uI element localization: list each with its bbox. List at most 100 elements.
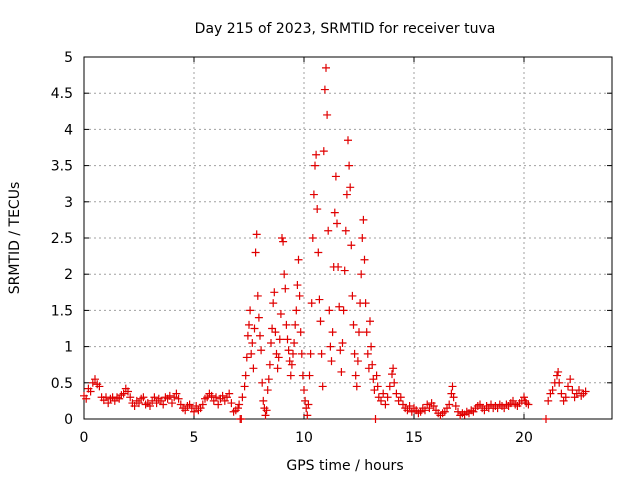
data-point-marker bbox=[355, 328, 363, 337]
data-point-marker bbox=[278, 234, 286, 242]
data-point-marker bbox=[301, 396, 310, 405]
data-point-marker bbox=[159, 400, 168, 409]
data-point-marker bbox=[385, 382, 394, 391]
data-point-marker bbox=[336, 346, 345, 355]
data-point-marker bbox=[369, 375, 378, 384]
data-point-marker bbox=[429, 401, 438, 410]
data-point-marker bbox=[257, 346, 266, 355]
data-point-marker bbox=[307, 299, 316, 308]
data-point-marker bbox=[366, 317, 374, 326]
data-point-marker bbox=[448, 382, 457, 391]
data-point-marker bbox=[328, 328, 337, 337]
data-point-marker bbox=[146, 401, 154, 410]
x-axis-label: GPS time / hours bbox=[286, 458, 403, 474]
y-axis-label: SRMTID / TECUs bbox=[7, 182, 23, 295]
data-point-marker bbox=[130, 401, 139, 410]
data-point-marker bbox=[546, 389, 555, 398]
data-point-marker bbox=[246, 306, 255, 315]
data-point-marker bbox=[345, 161, 354, 170]
data-point-marker bbox=[300, 386, 308, 395]
data-point-marker bbox=[353, 357, 362, 366]
data-point-marker bbox=[381, 400, 390, 409]
data-point-marker bbox=[253, 291, 262, 300]
data-point-marker bbox=[250, 324, 259, 333]
data-point-marker bbox=[150, 393, 159, 402]
grid bbox=[84, 57, 612, 419]
y-tick-label: 3 bbox=[64, 195, 73, 211]
y-tick-label: 2 bbox=[64, 267, 73, 283]
data-point-marker bbox=[82, 394, 91, 403]
data-point-marker bbox=[290, 338, 299, 347]
data-point-marker bbox=[287, 360, 296, 369]
data-point-marker bbox=[370, 386, 379, 395]
data-point-marker bbox=[243, 331, 252, 340]
data-point-marker bbox=[425, 404, 434, 413]
data-point-marker bbox=[275, 335, 284, 344]
data-point-marker bbox=[91, 375, 99, 384]
data-point-marker bbox=[327, 357, 336, 366]
data-points bbox=[80, 63, 590, 423]
data-point-marker bbox=[344, 136, 352, 145]
y-tick-label: 5 bbox=[64, 50, 73, 66]
data-point-marker bbox=[581, 387, 590, 396]
data-point-marker bbox=[520, 393, 528, 402]
data-point-marker bbox=[371, 415, 380, 423]
x-tick-label: 5 bbox=[190, 430, 199, 446]
data-point-marker bbox=[273, 364, 282, 373]
data-point-marker bbox=[323, 110, 332, 119]
data-point-marker bbox=[317, 349, 326, 358]
data-point-marker bbox=[271, 328, 280, 337]
data-point-marker bbox=[264, 375, 273, 384]
data-point-marker bbox=[262, 406, 271, 415]
data-point-marker bbox=[349, 320, 358, 329]
data-point-marker bbox=[218, 391, 227, 400]
data-point-marker bbox=[296, 328, 305, 337]
data-point-marker bbox=[319, 147, 328, 156]
data-point-marker bbox=[280, 270, 289, 279]
data-point-marker bbox=[86, 387, 95, 396]
data-point-marker bbox=[358, 234, 367, 242]
data-point-marker bbox=[152, 399, 161, 408]
data-point-marker bbox=[396, 393, 405, 402]
data-point-marker bbox=[306, 349, 315, 358]
data-point-marker bbox=[251, 248, 260, 257]
data-point-marker bbox=[383, 393, 392, 402]
data-point-marker bbox=[330, 208, 339, 217]
data-point-marker bbox=[242, 353, 251, 362]
data-point-marker bbox=[379, 389, 388, 398]
data-point-marker bbox=[363, 349, 372, 358]
data-point-marker bbox=[279, 237, 288, 246]
y-tick-label: 2.5 bbox=[51, 231, 73, 247]
data-point-marker bbox=[451, 401, 460, 410]
data-point-marker bbox=[320, 85, 329, 94]
data-point-marker bbox=[368, 360, 377, 369]
data-point-marker bbox=[270, 288, 279, 297]
data-point-marker bbox=[480, 406, 489, 415]
data-point-marker bbox=[322, 63, 330, 72]
data-point-marker bbox=[297, 349, 306, 358]
data-point-marker bbox=[347, 241, 356, 250]
data-point-marker bbox=[247, 349, 256, 358]
data-point-marker bbox=[258, 378, 267, 387]
data-point-marker bbox=[124, 387, 132, 396]
data-point-marker bbox=[274, 353, 283, 362]
data-point-marker bbox=[359, 215, 368, 224]
data-point-marker bbox=[316, 317, 325, 326]
data-point-marker bbox=[338, 338, 347, 347]
data-point-marker bbox=[313, 205, 322, 214]
plot-frame bbox=[83, 56, 613, 420]
data-point-marker bbox=[263, 386, 272, 395]
data-point-marker bbox=[333, 219, 341, 228]
data-point-marker bbox=[555, 378, 564, 387]
data-point-marker bbox=[289, 349, 297, 358]
data-point-marker bbox=[390, 378, 399, 387]
y-tick-label: 3.5 bbox=[51, 159, 73, 175]
data-point-marker bbox=[392, 389, 401, 398]
data-point-marker bbox=[350, 349, 359, 358]
data-point-marker bbox=[238, 393, 247, 402]
data-point-marker bbox=[249, 364, 258, 373]
data-point-marker bbox=[367, 342, 376, 351]
data-point-marker bbox=[554, 367, 563, 376]
data-point-marker bbox=[268, 324, 277, 333]
